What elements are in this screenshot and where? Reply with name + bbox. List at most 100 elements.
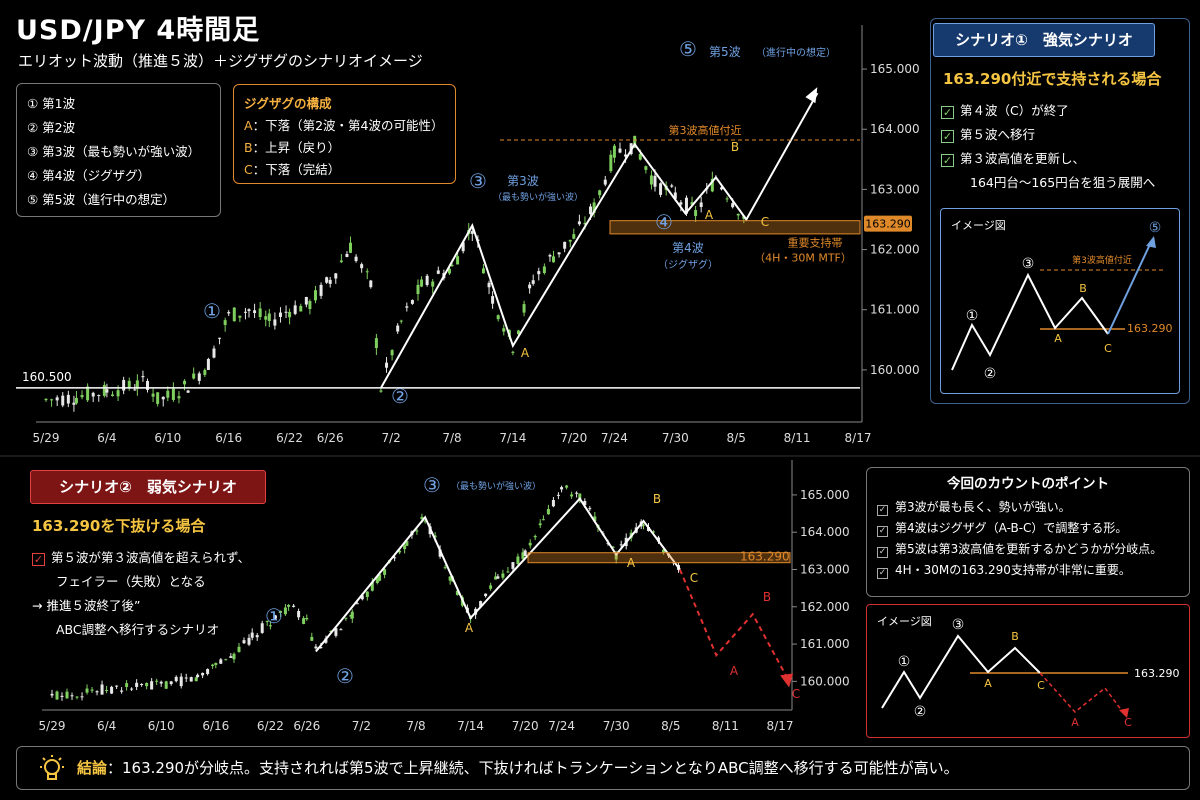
support-price-label: 163.290 (740, 550, 790, 564)
y-tick-label: 163.000 (870, 182, 920, 196)
points-title: 今回のカウントのポイント (947, 476, 1109, 492)
candle-body (211, 664, 215, 666)
candle-body (649, 175, 653, 185)
wave-A2-label: A (627, 556, 636, 570)
candle-body (443, 567, 447, 569)
candle-body (260, 623, 264, 633)
candle-body (212, 348, 216, 358)
candle-body (171, 388, 175, 400)
candle-body (308, 301, 312, 310)
candle-body (731, 203, 735, 208)
zigzag-text: ：上昇（戻り） (252, 140, 341, 155)
candle-body (719, 187, 723, 190)
candle-body (369, 280, 373, 288)
candle-body (365, 591, 369, 597)
wave1-marker: ① (203, 299, 221, 323)
zigzag-letter: C (244, 162, 253, 177)
candle-body (55, 397, 59, 401)
candle-body (313, 290, 317, 301)
candle-body (642, 524, 645, 526)
candle-body (345, 253, 349, 258)
candle-body (227, 312, 231, 314)
support-sub-label: （4H・30M MTF） (754, 252, 852, 265)
wave5-label: 第5波 (709, 45, 741, 59)
y-tick-label: 161.000 (870, 303, 920, 317)
support-band (527, 552, 791, 564)
candle-body (80, 696, 84, 698)
candle-body (528, 542, 532, 546)
wave-legend-item: ① 第1波 (27, 96, 76, 111)
check-icon: ✓ (941, 106, 954, 119)
candle-body (70, 695, 74, 697)
candle-body (247, 309, 251, 312)
candle-body (95, 691, 99, 693)
candle-body (583, 222, 587, 225)
wave5-marker: ⑤ (679, 37, 697, 61)
candle-body (133, 389, 137, 391)
x-tick-label: 7/24 (548, 719, 575, 733)
zigzag-legend: ジグザグの構成 A：下落（第2波・第4波の可能性） B：上昇（戻り） C：下落（… (233, 84, 456, 184)
wave5-sub: （進行中の想定） (756, 46, 836, 59)
candle-body (433, 535, 437, 538)
level-label: 160.500 (22, 370, 72, 384)
scenario1-item: ✓ 第３波高値を更新し、 (941, 147, 1155, 171)
candle-body (390, 350, 394, 356)
scenario1-list: ✓ 第４波（C）が終了 ✓ 第５波へ移行 ✓ 第３波高値を更新し、 164円台〜165… (941, 99, 1155, 195)
points-item-text: 第4波はジグザグ（A-B-C）で調整する形。 (895, 521, 1128, 535)
candle-body (299, 305, 303, 312)
candle-body (736, 213, 740, 216)
y-tick-label: 165.000 (870, 62, 920, 76)
candle-body (546, 508, 550, 515)
red-A-label: A (730, 664, 739, 678)
candle-body (186, 390, 190, 393)
x-tick-label: 5/29 (39, 719, 66, 733)
candle-body (232, 307, 236, 322)
bearish-arrowhead (780, 673, 794, 688)
y-tick-label: 162.000 (870, 243, 920, 257)
candle-body (496, 576, 500, 579)
candle-body (292, 605, 296, 607)
x-tick-label: 8/11 (784, 431, 811, 445)
candle-body (214, 662, 218, 665)
candle-body (91, 392, 95, 397)
scenario1-item-cont: 164円台〜165円台を狙う展開へ (970, 175, 1156, 190)
scenario2-item: フェイラー（失敗）となる (56, 574, 206, 589)
scenario2-title: シナリオ② 弱気シナリオ (30, 470, 266, 504)
candle-body (379, 390, 383, 392)
x-tick-label: 6/10 (154, 431, 181, 445)
page-title: USD/JPY 4時間足 (16, 15, 261, 46)
y-tick-label: 161.000 (800, 637, 850, 651)
img1-wave5-line (1107, 239, 1153, 335)
candle-body (238, 315, 242, 318)
candle-body (127, 380, 131, 388)
candle-body (396, 325, 400, 332)
candle-body (612, 145, 616, 158)
candle-body (267, 313, 271, 321)
candle-body (552, 256, 555, 263)
candle-body (283, 607, 287, 615)
candle-body (150, 681, 154, 690)
candle-body (450, 264, 454, 267)
candle-body (521, 552, 525, 559)
y-tick-label: 160.000 (870, 363, 920, 377)
candle-body (192, 373, 196, 379)
points-item-text: 4H・30Mの163.290支持帯が非常に重要。 (895, 563, 1131, 577)
candle-body (541, 519, 545, 521)
candle-body (201, 672, 205, 676)
candle-body (662, 549, 666, 553)
candle-body (423, 520, 427, 522)
points-item-text: 第5波は第3波高値を更新するかどうかが分岐点。 (895, 542, 1163, 556)
candle-body (102, 384, 106, 396)
candle-body (565, 485, 569, 488)
candle-body (161, 396, 165, 400)
zigzag-letter: A (244, 118, 253, 133)
candle-body (229, 656, 233, 658)
wave4-label: 第4波 (672, 241, 704, 255)
candle-body (184, 677, 188, 679)
candle-body (105, 389, 109, 393)
candle-body (60, 695, 64, 697)
candle-body (85, 688, 89, 693)
check-icon: ✓ (877, 505, 888, 516)
y-tick-label: 164.000 (870, 122, 920, 136)
